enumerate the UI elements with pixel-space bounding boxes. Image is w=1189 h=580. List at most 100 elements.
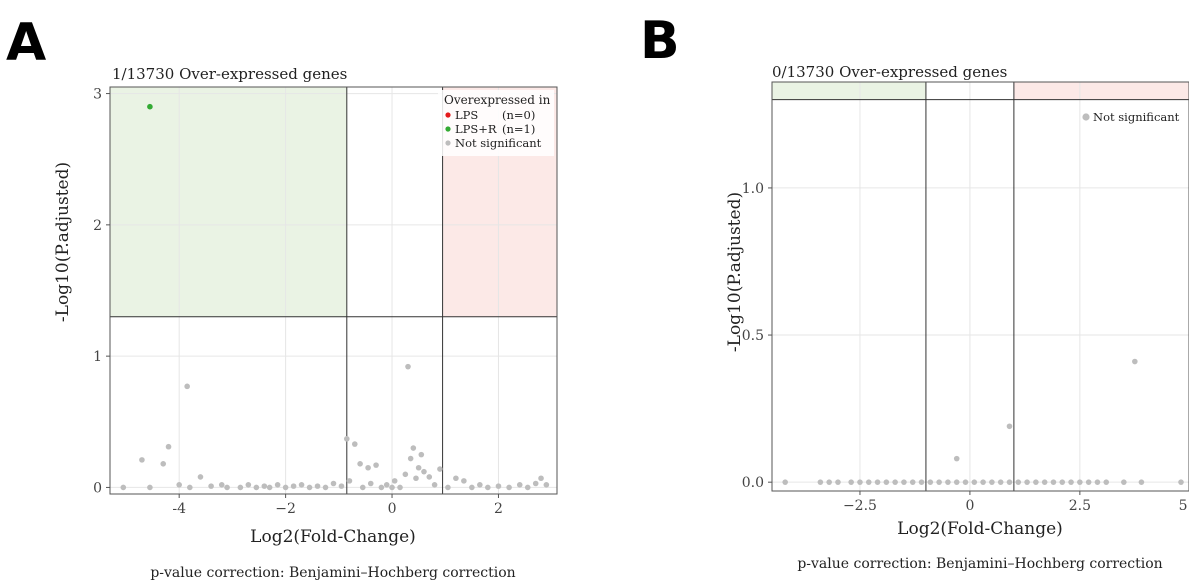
y-tick-label: 0.0 xyxy=(742,475,764,491)
not-significant-point xyxy=(1024,479,1030,485)
not-significant-point xyxy=(165,443,172,450)
plot-border xyxy=(109,86,558,495)
x-tick-label: 0 xyxy=(388,501,397,517)
not-significant-point xyxy=(407,455,414,462)
not-significant-point xyxy=(418,451,425,458)
not-significant-point xyxy=(378,484,385,491)
not-significant-point xyxy=(1068,479,1074,485)
panel-b-y-axis-label: -Log10(P.adjusted) xyxy=(725,192,745,352)
not-significant-point xyxy=(421,468,427,475)
not-significant-point xyxy=(543,482,550,488)
not-significant-point xyxy=(971,479,978,485)
not-significant-point xyxy=(208,483,214,489)
legend-marker xyxy=(445,112,451,118)
panel-a-x-axis-label: Log2(Fold-Change) xyxy=(250,527,416,547)
not-significant-point xyxy=(538,475,544,482)
panel-a-footer: p-value correction: Benjamini–Hochberg c… xyxy=(150,565,515,580)
not-significant-point xyxy=(389,484,395,491)
not-significant-point xyxy=(1103,479,1110,485)
not-significant-point xyxy=(139,457,145,463)
not-significant-point xyxy=(826,479,832,485)
legend-label: LPS xyxy=(455,108,478,122)
legend-label: Not significant xyxy=(1093,110,1180,124)
not-significant-point xyxy=(1041,479,1048,485)
not-significant-point xyxy=(365,464,371,471)
not-significant-point xyxy=(160,461,167,467)
not-significant-point xyxy=(901,479,907,485)
not-significant-point xyxy=(927,479,934,485)
y-tick-label: 0 xyxy=(93,480,102,496)
not-significant-point xyxy=(989,479,995,485)
not-significant-point xyxy=(426,474,433,480)
not-significant-point xyxy=(298,482,305,488)
not-significant-point xyxy=(477,482,483,488)
not-significant-point xyxy=(351,441,358,447)
not-significant-point xyxy=(405,363,411,370)
not-significant-point xyxy=(817,479,824,485)
legend-title: Overexpressed in xyxy=(444,93,551,107)
not-significant-point xyxy=(415,464,422,471)
legend-count: (n=1) xyxy=(502,122,535,136)
not-significant-point xyxy=(945,479,951,485)
not-significant-point xyxy=(516,482,523,488)
not-significant-point xyxy=(1033,479,1039,485)
panel-a-title: 1/13730 Over-expressed genes xyxy=(112,65,347,83)
not-significant-point xyxy=(383,482,390,488)
not-significant-point xyxy=(469,484,475,491)
x-tick-label: −2.5 xyxy=(843,498,877,514)
not-significant-point xyxy=(410,445,417,451)
not-significant-point xyxy=(413,475,419,482)
not-significant-point xyxy=(532,480,539,487)
not-significant-point xyxy=(453,475,459,482)
legend-label: LPS+R xyxy=(455,122,497,136)
not-significant-point xyxy=(306,484,313,491)
not-significant-point xyxy=(373,462,379,468)
legend-marker xyxy=(445,126,451,132)
not-significant-point xyxy=(1077,479,1083,485)
not-significant-point xyxy=(253,484,260,491)
panel-b-title: 0/13730 Over-expressed genes xyxy=(772,63,1007,81)
not-significant-point xyxy=(918,479,925,485)
not-significant-point xyxy=(485,484,491,491)
x-tick-label: 0 xyxy=(965,498,974,514)
not-significant-point xyxy=(1006,479,1013,485)
not-significant-point xyxy=(437,466,443,472)
panel-letter-b: B xyxy=(640,11,680,71)
not-significant-point xyxy=(953,455,960,462)
not-significant-point xyxy=(176,482,182,488)
down-regulated-region xyxy=(772,82,926,100)
not-significant-point xyxy=(344,436,350,442)
y-tick-label: 0.5 xyxy=(742,328,764,344)
panel-a-y-axis-label: -Log10(P.adjusted) xyxy=(53,162,73,322)
legend-marker xyxy=(445,140,451,146)
not-significant-point xyxy=(290,483,297,489)
not-significant-point xyxy=(980,479,986,485)
not-significant-point xyxy=(237,484,244,491)
legend-marker xyxy=(1082,113,1090,121)
not-significant-point xyxy=(197,474,204,480)
not-significant-point xyxy=(120,484,127,491)
plot-border xyxy=(771,81,1189,492)
not-significant-point xyxy=(261,483,268,489)
not-significant-point xyxy=(892,479,898,485)
panel-letter-a: A xyxy=(6,13,46,73)
not-significant-point xyxy=(397,484,403,491)
not-significant-point xyxy=(1015,479,1022,485)
y-tick-label: 3 xyxy=(93,87,102,103)
not-significant-point xyxy=(524,484,531,491)
x-tick-label: -4 xyxy=(172,501,186,517)
not-significant-point xyxy=(835,479,841,485)
not-significant-point xyxy=(322,484,329,491)
not-significant-point xyxy=(865,479,872,485)
not-significant-point xyxy=(187,484,193,491)
not-significant-point xyxy=(314,483,321,489)
not-significant-point xyxy=(218,482,225,488)
up-regulated-region xyxy=(1013,82,1189,100)
x-tick-label: 2 xyxy=(494,501,503,517)
panel-b-footer: p-value correction: Benjamini–Hochberg c… xyxy=(797,556,1162,572)
panel-b: B 0/13730 Over-expressed genes −2.5 0 2.5 5… xyxy=(640,11,1189,572)
significant-point xyxy=(147,103,153,110)
not-significant-point xyxy=(1132,358,1138,365)
